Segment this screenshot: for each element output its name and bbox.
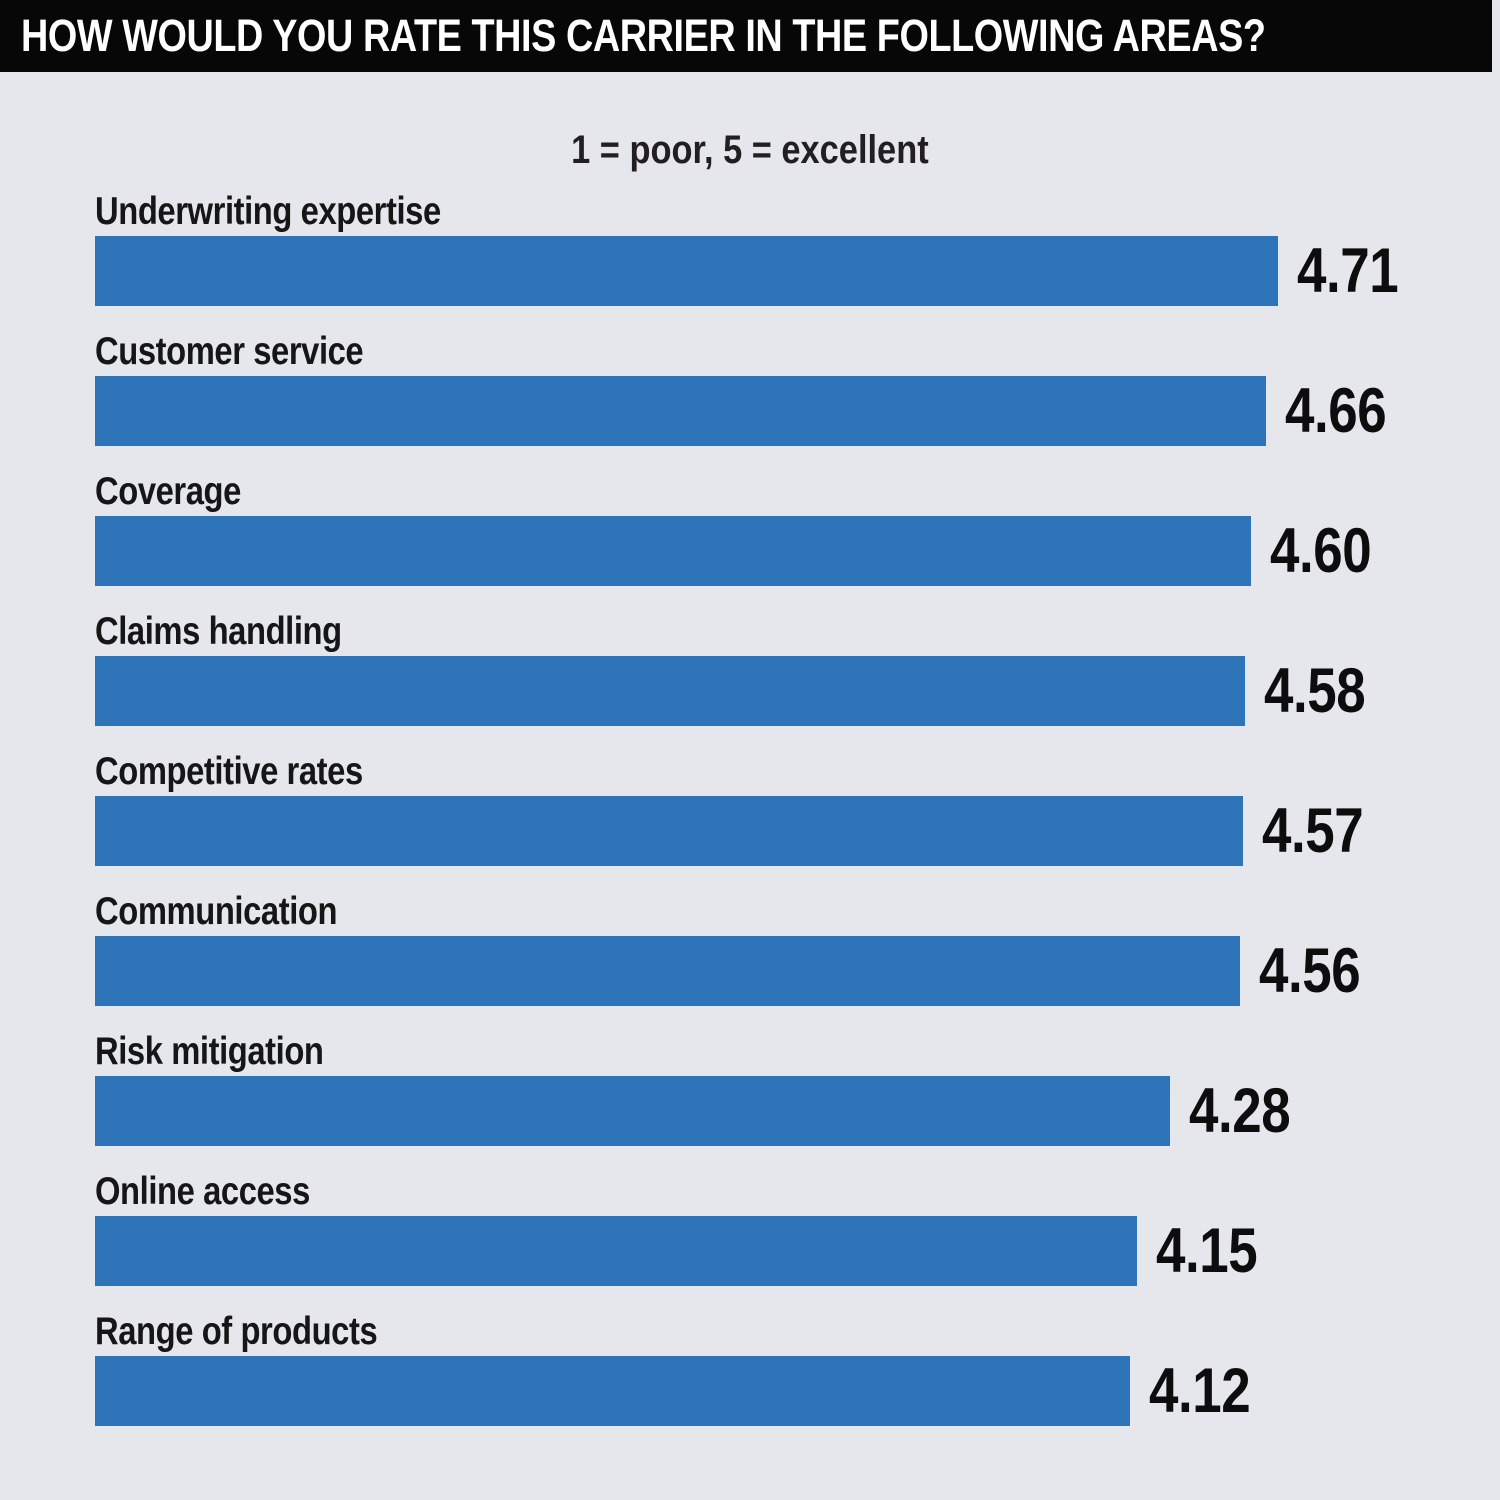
bar bbox=[95, 1216, 1138, 1286]
chart-title: HOW WOULD YOU RATE THIS CARRIER IN THE F… bbox=[0, 0, 1500, 72]
chart-subtitle: 1 = poor, 5 = excellent bbox=[0, 126, 1500, 174]
bar bbox=[95, 936, 1241, 1006]
bar-row-customer-service: Customer service 4.66 bbox=[95, 330, 1386, 446]
category-label: Underwriting expertise bbox=[95, 190, 441, 233]
bar-row-coverage: Coverage 4.60 bbox=[95, 470, 1371, 586]
value-label: 4.56 bbox=[1259, 936, 1361, 1006]
bar bbox=[95, 516, 1251, 586]
bar-row-competitive-rates: Competitive rates 4.57 bbox=[95, 750, 1364, 866]
bar bbox=[95, 376, 1266, 446]
bar-line: 4.57 bbox=[95, 796, 1364, 866]
value-label: 4.57 bbox=[1261, 796, 1364, 866]
chart-subtitle-text: 1 = poor, 5 = excellent bbox=[571, 128, 929, 172]
bar-row-underwriting-expertise: Underwriting expertise 4.71 bbox=[95, 190, 1399, 306]
value-label: 4.66 bbox=[1284, 376, 1387, 446]
chart-title-bar: HOW WOULD YOU RATE THIS CARRIER IN THE F… bbox=[0, 0, 1492, 72]
bar-line: 4.60 bbox=[95, 516, 1371, 586]
value-label: 4.71 bbox=[1297, 236, 1399, 306]
bar-line: 4.66 bbox=[95, 376, 1386, 446]
bar-line: 4.28 bbox=[95, 1076, 1351, 1146]
bar-chart: Underwriting expertise 4.71 Customer ser… bbox=[95, 190, 1399, 1452]
value-label: 4.15 bbox=[1156, 1216, 1258, 1286]
bar bbox=[95, 1356, 1130, 1426]
category-label: Competitive rates bbox=[95, 750, 363, 793]
bar bbox=[95, 1076, 1171, 1146]
value-label: 4.60 bbox=[1269, 516, 1372, 586]
bar-row-range-of-products: Range of products 4.12 bbox=[95, 1312, 1351, 1426]
category-label: Coverage bbox=[95, 470, 241, 513]
category-label: Range of products bbox=[95, 1310, 378, 1353]
bar-row-online-access: Online access 4.15 bbox=[95, 1172, 1351, 1286]
bar bbox=[95, 236, 1279, 306]
value-label: 4.58 bbox=[1264, 656, 1366, 726]
category-label: Communication bbox=[95, 890, 338, 933]
value-label: 4.12 bbox=[1148, 1356, 1251, 1426]
chart-title-text: HOW WOULD YOU RATE THIS CARRIER IN THE F… bbox=[21, 10, 1266, 61]
bar-line: 4.71 bbox=[95, 236, 1399, 306]
category-label: Customer service bbox=[95, 330, 364, 373]
bar-row-risk-mitigation: Risk mitigation 4.28 bbox=[95, 1032, 1351, 1146]
category-label: Claims handling bbox=[95, 610, 342, 653]
bar-line: 4.15 bbox=[95, 1216, 1351, 1286]
bar bbox=[95, 796, 1243, 866]
bar-line: 4.12 bbox=[95, 1356, 1351, 1426]
bar-row-claims-handling: Claims handling 4.58 bbox=[95, 610, 1366, 726]
category-label: Risk mitigation bbox=[95, 1030, 324, 1073]
value-label: 4.28 bbox=[1189, 1076, 1291, 1146]
bar bbox=[95, 656, 1246, 726]
bar-row-communication: Communication 4.56 bbox=[95, 890, 1361, 1006]
bar-line: 4.56 bbox=[95, 936, 1361, 1006]
bar-line: 4.58 bbox=[95, 656, 1366, 726]
category-label: Online access bbox=[95, 1170, 310, 1213]
